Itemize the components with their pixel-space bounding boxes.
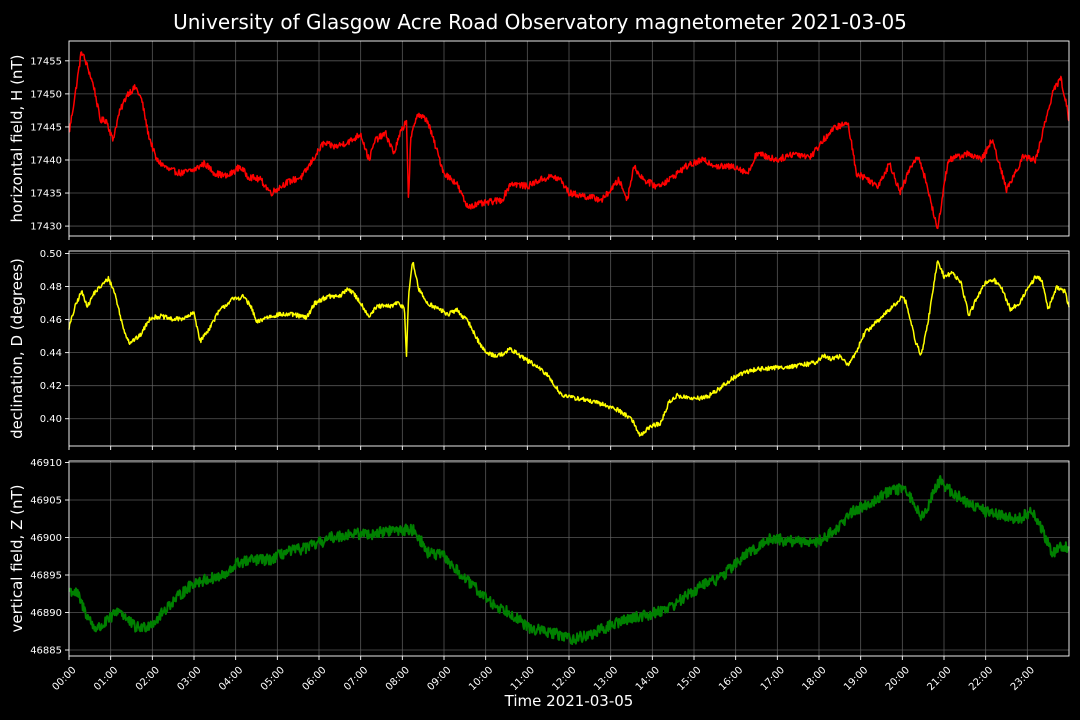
x-tick-label: 09:00 [425, 665, 453, 693]
panel-1: 0.40 0.42 0.44 0.46 0.48 0.50 declination, D (… [8, 249, 1070, 450]
x-tick-label: 07:00 [342, 665, 370, 693]
y-tick-label: 46890 [30, 608, 62, 619]
series-line [68, 260, 1070, 437]
y-tick-label: 46900 [30, 533, 62, 544]
x-tick-label: 20:00 [884, 665, 912, 693]
y-tick-label: 0.40 [40, 414, 62, 425]
y-tick-label: 0.42 [40, 381, 62, 392]
panel-0: 17430 17435 17440 17445 17450 17455 horizontal… [8, 40, 1070, 240]
x-axis-title: Time 2021-03-05 [504, 692, 634, 710]
y-axis-title: vertical field, Z (nT) [8, 484, 26, 632]
y-tick-label: 17440 [30, 155, 62, 166]
y-tick-label: 46905 [30, 496, 62, 507]
plot-frame [68, 40, 1070, 237]
x-tick-label: 01:00 [92, 665, 120, 693]
x-tick-label: 21:00 [925, 665, 953, 693]
x-tick-label: 06:00 [300, 665, 328, 693]
y-tick-label: 17430 [30, 222, 62, 233]
x-tick-label: 14:00 [634, 665, 662, 693]
y-tick-label: 17450 [30, 89, 62, 100]
y-tick-label: 17445 [30, 122, 62, 133]
x-tick-label: 08:00 [384, 665, 412, 693]
x-tick-label: 00:00 [50, 665, 78, 693]
x-tick-label: 16:00 [717, 665, 745, 693]
y-axis-title: horizontal field, H (nT) [8, 55, 26, 223]
x-tick-label: 10:00 [467, 665, 495, 693]
x-tick-label: 13:00 [592, 665, 620, 693]
y-tick-label: 0.46 [40, 315, 62, 326]
y-tick-label: 17455 [30, 56, 62, 67]
y-tick-label: 0.48 [40, 282, 62, 293]
x-tick-label: 23:00 [1009, 665, 1037, 693]
y-tick-label: 46885 [30, 646, 62, 657]
y-tick-label: 0.50 [40, 249, 62, 260]
x-tick-label: 04:00 [217, 665, 245, 693]
x-tick-label: 22:00 [967, 665, 995, 693]
panel-2: 46885 46890 46895 46900 46905 46910 vertical f… [8, 458, 1070, 693]
y-axis-title: declination, D (degrees) [8, 258, 26, 439]
chart-title: University of Glasgow Acre Road Observat… [173, 10, 907, 34]
y-tick-label: 46910 [30, 458, 62, 469]
x-tick-label: 02:00 [134, 665, 162, 693]
x-tick-label: 18:00 [800, 665, 828, 693]
x-tick-label: 17:00 [759, 665, 787, 693]
plot-frame [68, 460, 1070, 657]
panels-group: 17430 17435 17440 17445 17450 17455 horizontal… [8, 40, 1070, 693]
x-tick-label: 03:00 [175, 665, 203, 693]
series-line [68, 51, 1070, 230]
y-tick-label: 17435 [30, 189, 62, 200]
y-tick-label: 46895 [30, 571, 62, 582]
x-tick-label: 11:00 [509, 665, 537, 693]
y-tick-label: 0.44 [40, 348, 62, 359]
series-line [68, 475, 1070, 645]
x-tick-label: 05:00 [259, 665, 287, 693]
x-tick-label: 15:00 [675, 665, 703, 693]
x-tick-label: 19:00 [842, 665, 870, 693]
x-tick-label: 12:00 [550, 665, 578, 693]
plot-frame [68, 250, 1070, 447]
